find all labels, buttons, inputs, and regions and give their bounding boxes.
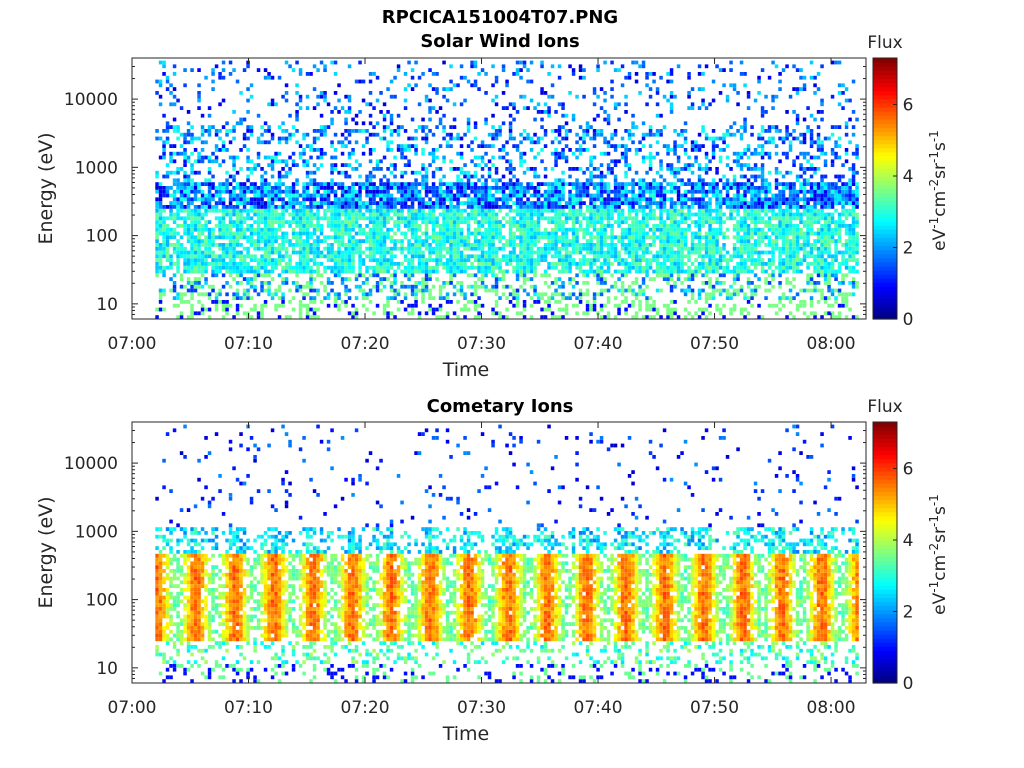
sw-x-tick-label: 07:50 [690, 334, 739, 354]
ci-axes-frame [131, 421, 867, 684]
ci-colorbar: 0 2 4 6 Flux eV-1cm-2sr-1s-1 [867, 397, 950, 694]
ci-spectrogram [155, 424, 859, 683]
ci-y-tick-label: 10000 [64, 454, 118, 474]
sw-colorbar: 0 2 4 6 Flux eV-1cm-2sr-1s-1 [867, 33, 950, 330]
sw-x-tick-label: 07:20 [341, 334, 390, 354]
ci-x-tick-label: 07:30 [457, 698, 506, 718]
sw-colorbar-title: Flux [867, 33, 902, 53]
sw-spectrogram [155, 60, 859, 319]
ci-colorbar-tick-label: 2 [903, 602, 914, 622]
ci-y-tick-label: 10 [96, 659, 118, 679]
figure-title: RPCICA151004T07.PNG [381, 7, 619, 28]
sw-y-tick-label: 10 [96, 295, 118, 315]
ci-colorbar-title: Flux [867, 397, 902, 417]
ci-x-tick-label: 07:50 [690, 698, 739, 718]
sw-colorbar-tick-label: 6 [903, 95, 914, 115]
sw-x-axis-label: Time [442, 359, 490, 381]
ci-colorbar-tick-label: 0 [903, 674, 914, 694]
ci-colorbar-tick-label: 6 [903, 459, 914, 479]
ci-panel: 07:00 07:10 07:20 07:30 07:40 07:50 08:00 10 100… [35, 397, 950, 745]
sw-x-tick-label: 07:10 [224, 334, 273, 354]
ci-x-tick-label: 08:00 [807, 698, 856, 718]
sw-y-tick-label: 1000 [75, 158, 118, 178]
sw-y-tick-label: 100 [86, 227, 118, 247]
ci-x-axis-label: Time [442, 723, 490, 745]
ci-colorbar-unit-label: eV-1cm-2sr-1s-1 [927, 494, 950, 615]
ci-x-tick-label: 07:10 [224, 698, 273, 718]
sw-axes-frame [131, 57, 867, 320]
ci-y-tick-label: 100 [86, 591, 118, 611]
solar-wind-title: Solar Wind Ions [420, 31, 580, 52]
sw-x-tick-label: 07:30 [457, 334, 506, 354]
sw-colorbar-tick-label: 0 [903, 310, 914, 330]
ci-x-tick-label: 07:20 [341, 698, 390, 718]
ci-y-axis-label: Energy (eV) [35, 496, 57, 608]
sw-panel: 07:00 07:10 07:20 07:30 07:40 07:50 08:00 10 100… [35, 33, 950, 381]
ci-y-tick-label: 1000 [75, 522, 118, 542]
ci-x-tick-label: 07:40 [574, 698, 623, 718]
sw-y-axis-label: Energy (eV) [35, 132, 57, 244]
sw-y-tick-label: 10000 [64, 90, 118, 110]
ci-colorbar-tick-label: 4 [903, 531, 914, 551]
ci-x-tick-label: 07:00 [108, 698, 157, 718]
cometary-title: Cometary Ions [426, 396, 574, 417]
sw-colorbar-tick-label: 4 [903, 167, 914, 187]
sw-x-tick-label: 07:00 [108, 334, 157, 354]
sw-x-tick-label: 08:00 [807, 334, 856, 354]
sw-colorbar-unit-label: eV-1cm-2sr-1s-1 [927, 130, 950, 251]
sw-colorbar-tick-label: 2 [903, 238, 914, 258]
sw-x-tick-label: 07:40 [574, 334, 623, 354]
